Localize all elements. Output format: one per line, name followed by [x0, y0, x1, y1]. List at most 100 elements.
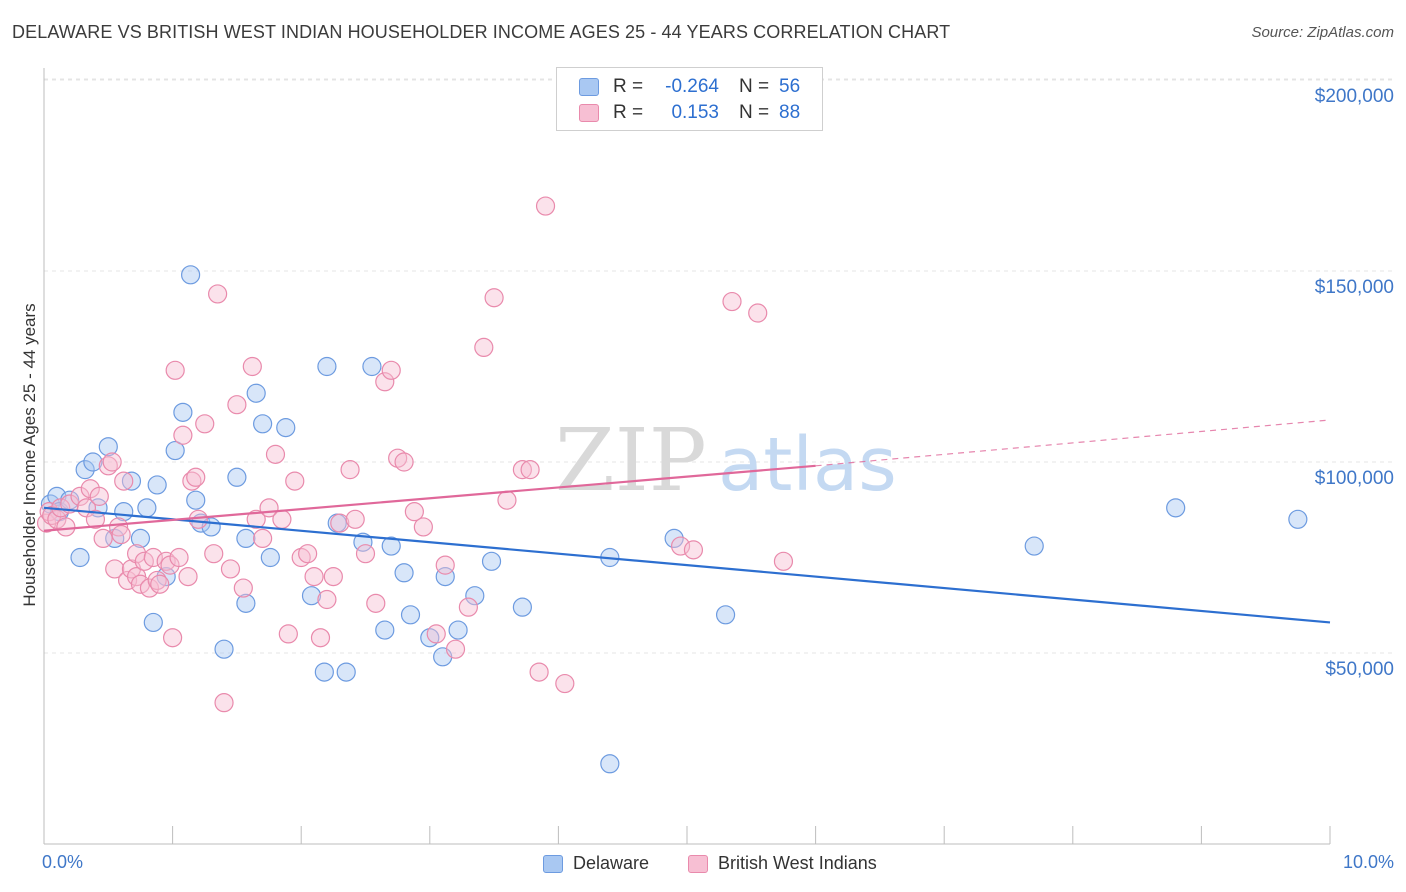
data-point — [722, 291, 742, 312]
data-point — [163, 628, 183, 648]
data-point — [276, 418, 296, 438]
data-point — [208, 284, 228, 304]
data-point — [186, 490, 206, 510]
data-point — [715, 605, 736, 625]
data-point — [121, 471, 142, 491]
data-point — [85, 509, 106, 529]
data-point — [458, 597, 478, 617]
data-point — [227, 395, 247, 415]
data-point — [1166, 498, 1186, 518]
data-point — [143, 547, 163, 568]
y-tick-150000: $150,000 — [1314, 277, 1394, 298]
bottom-legend-swatch-british-west-indians — [688, 854, 708, 873]
legend-r-label: R = — [613, 76, 644, 97]
data-point — [664, 528, 684, 549]
source-label: Source: ZipAtlas.com — [1251, 24, 1394, 41]
data-point — [535, 196, 556, 216]
x-tick-max: 10.0% — [1342, 852, 1394, 872]
data-point — [323, 566, 343, 587]
data-point — [173, 425, 193, 445]
chart-title: DELAWARE VS BRITISH WEST INDIAN HOUSEHOL… — [12, 22, 951, 42]
data-point — [75, 460, 95, 480]
data-point — [130, 528, 151, 549]
data-point — [89, 486, 109, 506]
data-point — [56, 517, 76, 537]
data-point — [445, 639, 466, 659]
data-point — [683, 540, 704, 560]
data-point — [98, 437, 118, 457]
bottom-legend-british-west-indians: British West Indians — [688, 853, 877, 874]
trend-line — [43, 464, 816, 532]
data-point — [150, 574, 170, 594]
data-point — [242, 356, 262, 377]
bottom-legend-label-british-west-indians: British West Indians — [718, 853, 877, 873]
data-point — [246, 383, 266, 403]
data-point — [362, 356, 382, 377]
data-point — [147, 475, 167, 495]
legend-row-delaware: R = -0.264 N = 56 — [579, 75, 800, 99]
data-point — [1024, 536, 1044, 556]
x-tick-min: 0.0% — [42, 852, 84, 872]
data-point — [375, 372, 395, 392]
data-point — [381, 360, 401, 380]
data-point — [83, 452, 103, 472]
y-tick-50000: $50,000 — [1325, 659, 1394, 680]
data-point — [400, 605, 421, 625]
data-point — [70, 486, 90, 506]
data-point — [260, 547, 280, 568]
data-point — [278, 624, 298, 644]
trend-line-extension — [815, 419, 1331, 467]
legend-r-value: 0.153 — [671, 102, 719, 123]
data-point — [70, 547, 90, 568]
data-point — [345, 509, 365, 529]
legend-n-label: N = — [739, 76, 770, 97]
y-axis-label: Householder Income Ages 25 - 44 years — [20, 303, 39, 607]
bottom-legend-label-delaware: Delaware — [573, 853, 650, 873]
series-british-west-indians — [36, 196, 794, 713]
legend-n-value: 88 — [779, 102, 801, 123]
data-point — [394, 452, 414, 472]
data-point — [246, 509, 266, 529]
data-point — [317, 589, 337, 610]
data-point — [426, 624, 446, 644]
data-point — [272, 509, 292, 529]
legend-n-value: 56 — [779, 76, 801, 97]
data-point — [301, 586, 322, 606]
data-point — [670, 536, 691, 556]
data-point — [165, 440, 185, 461]
data-point — [137, 498, 157, 518]
data-point — [512, 460, 532, 480]
data-point — [520, 460, 540, 480]
data-point — [381, 536, 401, 556]
data-point — [404, 502, 424, 522]
data-point — [214, 639, 234, 659]
axes — [43, 68, 1331, 845]
data-point — [474, 337, 494, 357]
trend-line — [43, 506, 1331, 624]
data-point — [108, 517, 129, 537]
data-point — [330, 513, 350, 533]
legend-r-value: -0.264 — [665, 76, 719, 97]
data-point — [435, 566, 455, 587]
data-point — [481, 551, 502, 571]
data-point — [600, 754, 620, 774]
data-point — [236, 593, 256, 613]
data-point — [253, 528, 273, 549]
data-point — [304, 566, 324, 587]
data-point — [465, 586, 485, 606]
data-point — [253, 414, 273, 434]
correlation-legend: R = -0.264 N = 56 R = 0.153 N = 88 — [556, 67, 823, 131]
data-point — [165, 360, 185, 380]
data-point — [298, 544, 318, 564]
data-point — [512, 597, 532, 617]
data-point — [143, 612, 163, 633]
watermark: ZIP atlas — [555, 411, 897, 511]
data-point — [355, 544, 376, 564]
data-point — [105, 559, 125, 579]
legend-r-label: R = — [613, 102, 644, 123]
watermark-zip: ZIP — [555, 411, 707, 511]
data-point — [448, 620, 468, 640]
legend-n-label: N = — [739, 102, 770, 123]
data-point — [375, 620, 395, 640]
data-point — [182, 471, 202, 491]
